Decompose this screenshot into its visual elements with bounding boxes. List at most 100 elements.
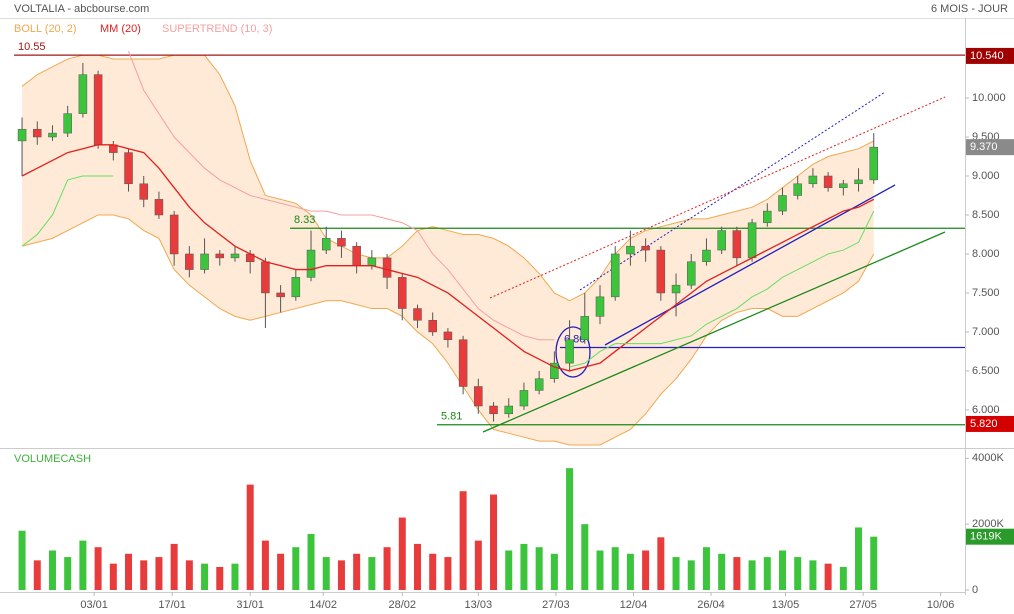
- candle-body: [534, 378, 544, 391]
- y-tick-label: 9.000: [972, 170, 1000, 182]
- candle-body: [839, 183, 848, 188]
- volume-bar: [626, 553, 634, 590]
- x-tick-label: 31/01: [236, 599, 264, 611]
- candle-body: [63, 113, 72, 134]
- volume-bar: [94, 547, 102, 590]
- y-tick-label: 7.000: [972, 326, 1000, 338]
- candle-body: [656, 249, 666, 294]
- x-tick-label: 12/04: [620, 599, 648, 611]
- x-tick-label: 03/01: [80, 599, 108, 611]
- x-tick-label: 17/01: [158, 599, 186, 611]
- volume-bar: [657, 537, 665, 590]
- volume-bar: [261, 540, 269, 590]
- x-tick-label: 13/03: [465, 599, 493, 611]
- volume-bar: [398, 517, 406, 590]
- candle-body: [732, 230, 742, 259]
- volume-bar: [413, 543, 421, 590]
- price-marker: [966, 139, 1014, 156]
- volume-tick-label: 2000K: [972, 518, 1004, 530]
- candle-body: [398, 277, 407, 309]
- x-tick-label: 13/05: [772, 599, 800, 611]
- volume-bar: [748, 560, 756, 590]
- volume-title: VOLUMECASH: [14, 453, 91, 465]
- volume-bar: [778, 550, 786, 590]
- candle-body: [154, 199, 164, 216]
- volume-bar: [596, 550, 604, 590]
- candle-body: [382, 257, 392, 278]
- price-marker-label: 10.540: [970, 50, 1004, 62]
- price-layers: [14, 54, 965, 446]
- candle-body: [215, 253, 225, 259]
- y-tick-label: 8.000: [972, 248, 1000, 260]
- price-marker: [966, 415, 1014, 432]
- volume-bar: [566, 468, 574, 590]
- volume-tick-label: 0: [972, 584, 978, 596]
- volume-tick-label: 4000K: [972, 452, 1004, 464]
- volume-bar: [870, 536, 878, 590]
- volume-bar: [109, 563, 117, 590]
- x-tick-label: 27/03: [542, 599, 570, 611]
- level-label: 5.81: [441, 411, 462, 423]
- legend-boll: BOLL (20, 2): [14, 23, 77, 35]
- x-tick-label: 10/06: [927, 599, 955, 611]
- volume-bar: [322, 557, 330, 590]
- volume-bar: [125, 553, 133, 590]
- candle-body: [261, 261, 270, 294]
- candle-body: [550, 362, 559, 379]
- volume-bar: [459, 491, 467, 590]
- candle-body: [291, 277, 301, 298]
- volume-bar: [474, 540, 482, 590]
- candle-body: [48, 132, 57, 138]
- volume-bar: [246, 484, 254, 590]
- volume-bar: [505, 550, 513, 590]
- volume-bar: [79, 540, 87, 590]
- volume-bar: [718, 553, 726, 590]
- y-tick-label: 6.500: [972, 365, 1000, 377]
- x-tick-label: 28/02: [389, 599, 417, 611]
- x-tick-label: 26/04: [697, 599, 725, 611]
- legend-supertrend: SUPERTREND (10, 3): [162, 23, 272, 35]
- volume-bar: [839, 566, 847, 590]
- candle-body: [78, 74, 88, 114]
- candle-body: [367, 257, 377, 266]
- chart-title: VOLTALIA - abcbourse.com: [14, 3, 149, 15]
- level-label: 10.55: [18, 41, 46, 53]
- candle-body: [17, 128, 27, 142]
- price-marker-label: 5.820: [970, 418, 998, 430]
- volume-bar: [490, 494, 498, 590]
- price-marker-label: 9.370: [970, 141, 998, 153]
- candle-body: [185, 253, 194, 270]
- candle-body: [458, 339, 468, 387]
- volume-bar: [33, 560, 41, 590]
- candle-body: [352, 245, 361, 266]
- candle-body: [337, 238, 346, 247]
- volume-bar: [216, 566, 224, 590]
- candle-body: [595, 296, 605, 317]
- x-tick-label: 27/05: [849, 599, 877, 611]
- volume-bar: [18, 530, 26, 590]
- y-tick-label: 7.500: [972, 287, 1000, 299]
- candle-body: [747, 222, 757, 259]
- volume-bar: [763, 557, 771, 590]
- volume-bar: [824, 563, 832, 590]
- candle-body: [565, 339, 574, 364]
- volume-bar: [292, 547, 300, 590]
- candle-body: [200, 253, 209, 270]
- volume-bar: [672, 557, 680, 590]
- candle-body: [580, 316, 590, 340]
- candle-body: [428, 319, 437, 333]
- candle-body: [413, 308, 422, 321]
- candle-body: [702, 249, 711, 263]
- trend-line: [604, 184, 896, 346]
- supertrend: [128, 51, 555, 341]
- volume-bar: [140, 560, 148, 590]
- candle-body: [854, 179, 863, 185]
- candle-body: [474, 386, 483, 407]
- candle-body: [489, 405, 498, 415]
- volume-bar: [809, 560, 817, 590]
- volume-bar: [611, 547, 619, 590]
- candle-body: [519, 390, 529, 407]
- level-label: 8.33: [294, 214, 315, 226]
- volume-bar: [535, 547, 543, 590]
